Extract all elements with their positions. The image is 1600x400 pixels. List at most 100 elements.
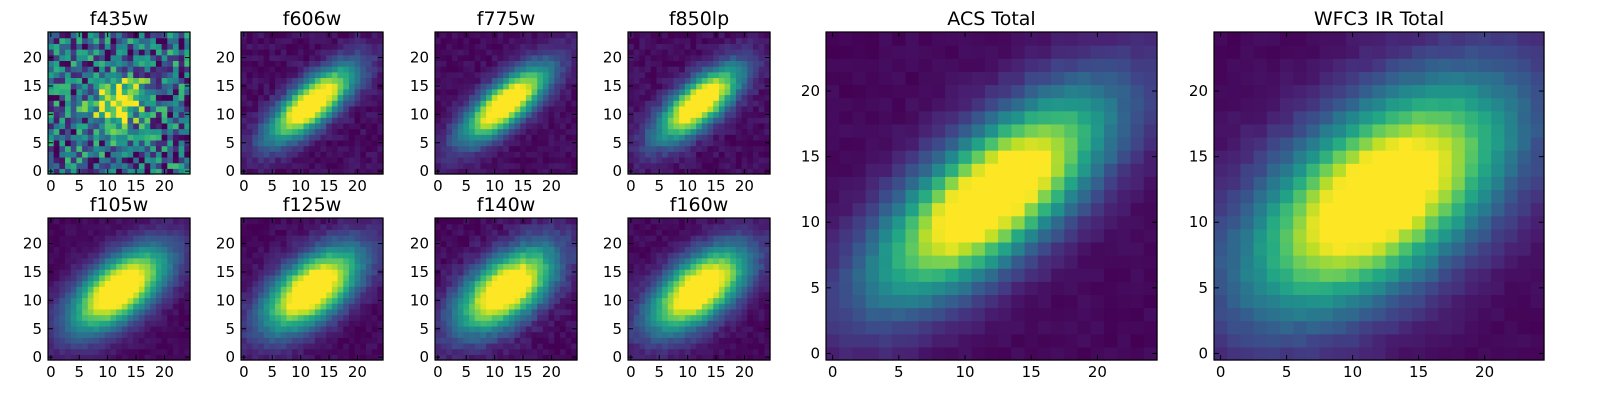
pixel-cell (371, 66, 378, 73)
pixel-cell (520, 252, 527, 259)
pixel-cell (337, 297, 344, 304)
pixel-cell (673, 111, 680, 118)
pixel-cell (548, 274, 555, 282)
pixel-cell (480, 71, 487, 79)
pixel-cell (133, 263, 140, 270)
pixel-cell (452, 337, 459, 344)
pixel-cell (82, 320, 89, 327)
pixel-cell (138, 94, 146, 101)
pixel-cell (508, 297, 516, 304)
pixel-cell (172, 257, 180, 265)
pixel-cell (314, 325, 322, 333)
pixel-cell (269, 325, 276, 333)
pixel-cell (184, 49, 191, 56)
pixel-cell (628, 49, 635, 56)
pixel-cell (565, 297, 572, 304)
pixel-cell (292, 122, 299, 130)
pixel-cell (457, 320, 464, 327)
pixel-cell (161, 60, 168, 67)
pixel-cell (639, 314, 646, 321)
pixel-cell (82, 94, 89, 101)
pixel-cell (565, 43, 572, 50)
pixel-cell (138, 117, 146, 124)
pixel-cell (565, 240, 572, 247)
pixel-cell (184, 156, 191, 164)
pixel-cell (246, 168, 253, 175)
pixel-cell (713, 269, 720, 276)
pixel-cell (701, 49, 709, 56)
pixel-cell (491, 94, 499, 101)
y-tick-label: 0 (419, 162, 429, 180)
pixel-cell (662, 111, 669, 118)
pixel-cell (656, 128, 663, 135)
pixel-cell (104, 49, 112, 56)
pixel-cell (565, 128, 572, 135)
pixel-cell (269, 71, 276, 79)
pixel-cell (377, 246, 384, 253)
pixel-cell (371, 54, 378, 61)
pixel-cell (537, 269, 544, 276)
pixel-cell (724, 303, 731, 310)
pixel-cell (280, 122, 288, 130)
pixel-cell (690, 297, 697, 304)
pixel-cell (452, 280, 459, 287)
pixel-cell (76, 246, 83, 253)
pixel-cell (639, 117, 646, 124)
pixel-cell (645, 337, 652, 344)
pixel-cell (371, 246, 378, 253)
pixel-cell (542, 269, 550, 276)
pixel-cell (371, 280, 378, 287)
pixel-cell (292, 325, 299, 333)
pixel-cell (241, 43, 248, 50)
pixel-cell (331, 354, 339, 361)
pixel-cell (639, 145, 646, 152)
pixel-cell (457, 297, 464, 304)
pixel-cell (514, 139, 521, 147)
pixel-cell (525, 342, 533, 350)
pixel-cell (167, 263, 174, 270)
pixel-cell (258, 297, 265, 304)
pixel-cell (320, 291, 327, 299)
pixel-cell (127, 235, 134, 242)
pixel-cell (735, 111, 743, 118)
pixel-cell (457, 274, 464, 282)
pixel-cell (93, 223, 100, 230)
pixel-cell (87, 246, 95, 253)
pixel-cell (133, 240, 140, 247)
pixel-cell (70, 134, 77, 141)
x-tick-label: 20 (542, 177, 561, 195)
pixel-cell (446, 128, 453, 135)
pixel-cell (735, 162, 743, 169)
pixel-cell (525, 66, 533, 73)
pixel-cell (314, 88, 322, 96)
pixel-cell (93, 168, 100, 175)
pixel-cell (679, 168, 686, 175)
pixel-cell (486, 218, 493, 225)
pixel-cell (150, 218, 157, 225)
pixel-cell (178, 240, 185, 247)
pixel-cell (167, 314, 174, 321)
pixel-cell (144, 111, 151, 118)
pixel-cell (241, 134, 248, 141)
pixel-cell (309, 348, 316, 355)
pixel-cell (650, 308, 657, 316)
pixel-cell (525, 71, 533, 79)
pixel-cell (138, 71, 146, 79)
pixel-cell (70, 60, 77, 67)
pixel-cell (99, 274, 106, 282)
pixel-cell (172, 235, 180, 242)
pixel-cell (331, 291, 339, 299)
pixel-cell (280, 156, 288, 164)
y-tick-label: 15 (23, 77, 42, 95)
pixel-cell (354, 60, 361, 67)
pixel-cell (673, 162, 680, 169)
pixel-cell (314, 320, 322, 327)
pixel-cell (724, 117, 731, 124)
pixel-cell (252, 66, 259, 73)
pixel-cell (144, 83, 151, 90)
pixel-cell (662, 43, 669, 50)
pixel-cell (559, 303, 567, 310)
pixel-cell (70, 49, 77, 56)
pixel-cell (628, 88, 635, 96)
pixel-cell (531, 218, 538, 225)
